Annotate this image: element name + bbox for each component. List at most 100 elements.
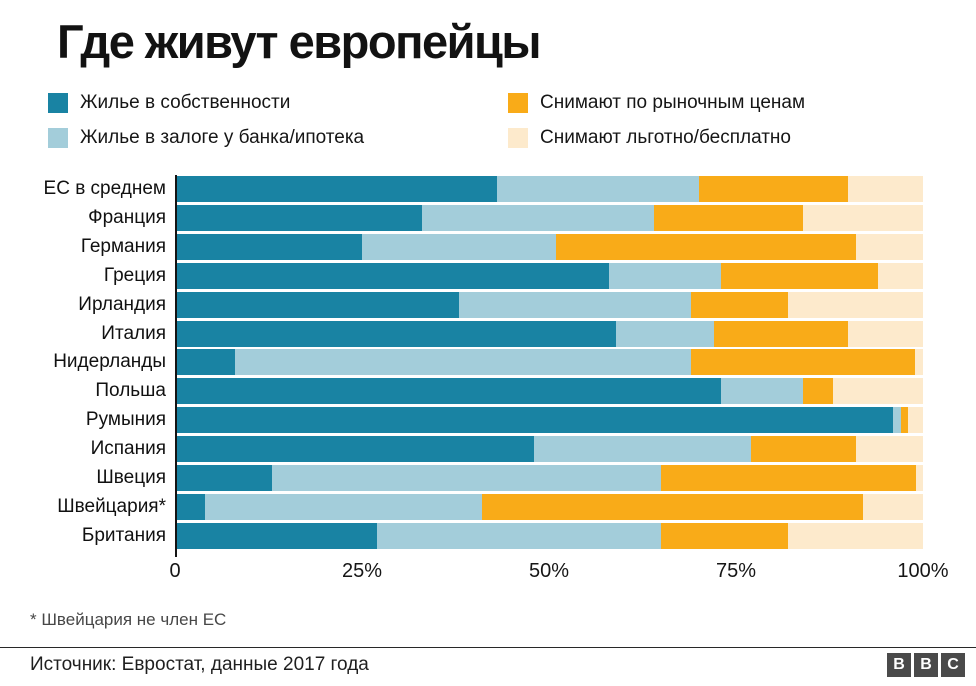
bar-segment — [204, 493, 482, 520]
bar-segment — [661, 522, 789, 549]
bar-segment — [534, 436, 751, 463]
chart-row: Нидерланды — [0, 348, 976, 377]
bar-segment — [421, 205, 654, 232]
bar-segment — [698, 176, 849, 203]
x-tick-label: 25% — [341, 560, 383, 583]
x-axis: 0 25% 50% 75% 100% — [169, 550, 948, 590]
stacked-bar — [175, 291, 923, 318]
legend-swatch-mortgage-icon — [48, 127, 68, 148]
bar-segment — [175, 522, 377, 549]
chart-row: ЕС в среднем — [0, 175, 976, 204]
legend-swatch-free-rent-icon — [508, 127, 528, 148]
x-tick-label: 50% — [528, 560, 570, 583]
bar-segment — [272, 465, 662, 492]
x-tick-label: 100% — [897, 560, 949, 583]
bar-segment — [459, 291, 692, 318]
bar-area — [175, 436, 923, 463]
category-label: Швейцария* — [57, 495, 166, 517]
bar-segment — [481, 493, 864, 520]
bar-segment — [175, 378, 722, 405]
bar-segment — [863, 493, 923, 520]
category-label: Германия — [80, 235, 166, 257]
stacked-bar — [175, 465, 923, 492]
chart-row: Ирландия — [0, 290, 976, 319]
bar-segment — [788, 522, 923, 549]
bar-area — [175, 522, 923, 549]
bbc-logo-letter: C — [941, 653, 965, 678]
bar-segment — [175, 436, 535, 463]
bar-segment — [608, 262, 722, 289]
bar-segment — [691, 349, 916, 376]
bar-area — [175, 465, 923, 492]
category-label: Италия — [101, 322, 166, 344]
chart-row: Британия — [0, 521, 976, 550]
bar-segment — [893, 407, 901, 434]
chart-row: Италия — [0, 319, 976, 348]
bar-segment — [915, 349, 923, 376]
category-label: Швеция — [96, 467, 166, 489]
chart-row: Польша — [0, 377, 976, 406]
bar-segment — [713, 320, 849, 347]
stacked-bar — [175, 349, 923, 376]
bar-segment — [175, 176, 497, 203]
category-label: Румыния — [85, 409, 166, 431]
legend-swatch-market-rent-icon — [508, 92, 528, 113]
category-label: Ирландия — [78, 293, 166, 315]
page-title: Где живут европейцы — [57, 15, 542, 68]
bar-segment — [788, 291, 923, 318]
stacked-bar — [175, 233, 923, 260]
legend-label-free-rent: Снимают льготно/бесплатно — [540, 126, 791, 148]
bar-segment — [175, 262, 609, 289]
stacked-bar — [175, 205, 923, 232]
x-tick-label: 0 — [169, 560, 181, 583]
bar-segment — [855, 436, 923, 463]
category-label: Польша — [95, 380, 166, 402]
legend-item-mortgage: Жилье в залоге у банка/ипотека — [48, 127, 508, 149]
bar-area — [175, 262, 923, 289]
bar-segment — [175, 493, 205, 520]
legend-item-owned: Жилье в собственности — [48, 92, 508, 114]
bar-segment — [878, 262, 923, 289]
bar-segment — [721, 378, 804, 405]
bar-segment — [661, 465, 916, 492]
legend-label-mortgage: Жилье в залоге у банка/ипотека — [80, 126, 365, 148]
stacked-bar — [175, 176, 923, 203]
category-label: Греция — [103, 264, 166, 286]
bar-segment — [803, 378, 834, 405]
chart-row: Швеция — [0, 464, 976, 493]
category-label: ЕС в среднем — [43, 178, 166, 200]
legend-swatch-owned-icon — [48, 92, 68, 113]
bbc-logo-letter: B — [914, 653, 938, 678]
category-label: Испания — [90, 438, 166, 460]
bar-segment — [833, 378, 923, 405]
bar-segment — [175, 407, 894, 434]
bar-segment — [653, 205, 804, 232]
stacked-bar — [175, 378, 923, 405]
bar-area — [175, 291, 923, 318]
bar-segment — [175, 205, 422, 232]
bar-segment — [900, 407, 909, 434]
category-label: Франция — [88, 207, 166, 229]
bar-segment — [616, 320, 714, 347]
category-label: Британия — [81, 524, 166, 546]
stacked-bar — [175, 493, 923, 520]
stacked-bar — [175, 262, 923, 289]
chart-row: Испания — [0, 435, 976, 464]
chart-row: Румыния — [0, 406, 976, 435]
stacked-bar-chart: ЕС в среднем Франция Германия Греция Ирланди… — [0, 174, 976, 591]
bar-segment — [855, 233, 923, 260]
bar-segment — [362, 233, 557, 260]
bar-segment — [175, 349, 235, 376]
bar-segment — [175, 320, 617, 347]
bar-segment — [848, 320, 923, 347]
chart-row: Швейцария* — [0, 492, 976, 521]
stacked-bar — [175, 320, 923, 347]
category-label: Нидерланды — [53, 351, 166, 373]
chart-rows: ЕС в среднем Франция Германия Греция Ирланди… — [0, 174, 976, 558]
bar-area — [175, 493, 923, 520]
chart-row: Германия — [0, 232, 976, 261]
bar-area — [175, 205, 923, 232]
bar-area — [175, 320, 923, 347]
legend: Жилье в собственности Снимают по рыночны… — [0, 68, 976, 149]
